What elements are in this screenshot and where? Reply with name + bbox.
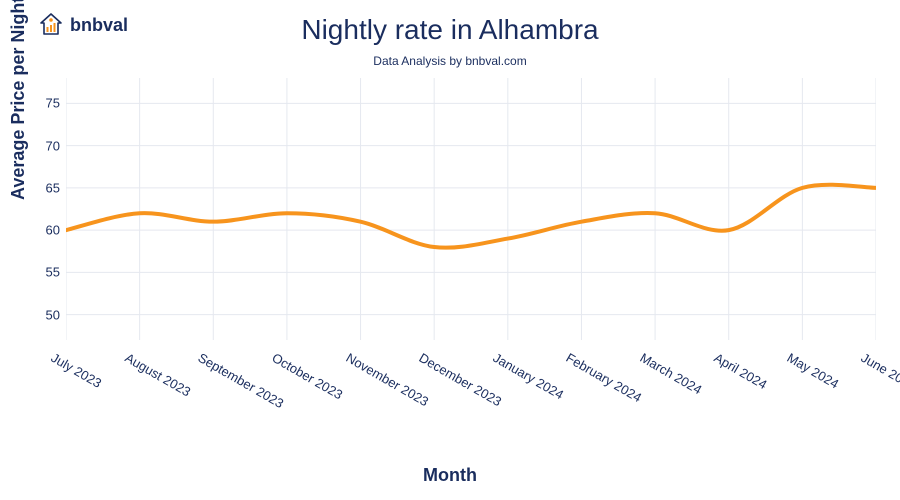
y-tick-label: 65 <box>38 180 60 195</box>
x-tick-label: December 2023 <box>417 350 505 409</box>
x-tick-label: July 2023 <box>49 350 105 391</box>
chart-subtitle: Data Analysis by bnbval.com <box>0 54 900 68</box>
x-tick-label: August 2023 <box>122 350 193 399</box>
gridlines <box>66 78 876 340</box>
y-tick-label: 50 <box>38 307 60 322</box>
x-tick-label: March 2024 <box>638 350 705 397</box>
y-tick-label: 55 <box>38 265 60 280</box>
line-chart-plot <box>66 78 876 340</box>
x-axis-label: Month <box>0 465 900 486</box>
y-axis-label: Average Price per Night <box>8 0 29 200</box>
chart-title: Nightly rate in Alhambra <box>0 14 900 46</box>
x-tick-label: April 2024 <box>711 350 769 392</box>
y-tick-label: 75 <box>38 96 60 111</box>
price-series-line <box>66 185 876 248</box>
y-tick-label: 70 <box>38 138 60 153</box>
x-tick-label: May 2024 <box>785 350 842 392</box>
x-tick-label: June 2024 <box>859 350 900 393</box>
y-tick-label: 60 <box>38 223 60 238</box>
x-tick-label: February 2024 <box>564 350 645 405</box>
